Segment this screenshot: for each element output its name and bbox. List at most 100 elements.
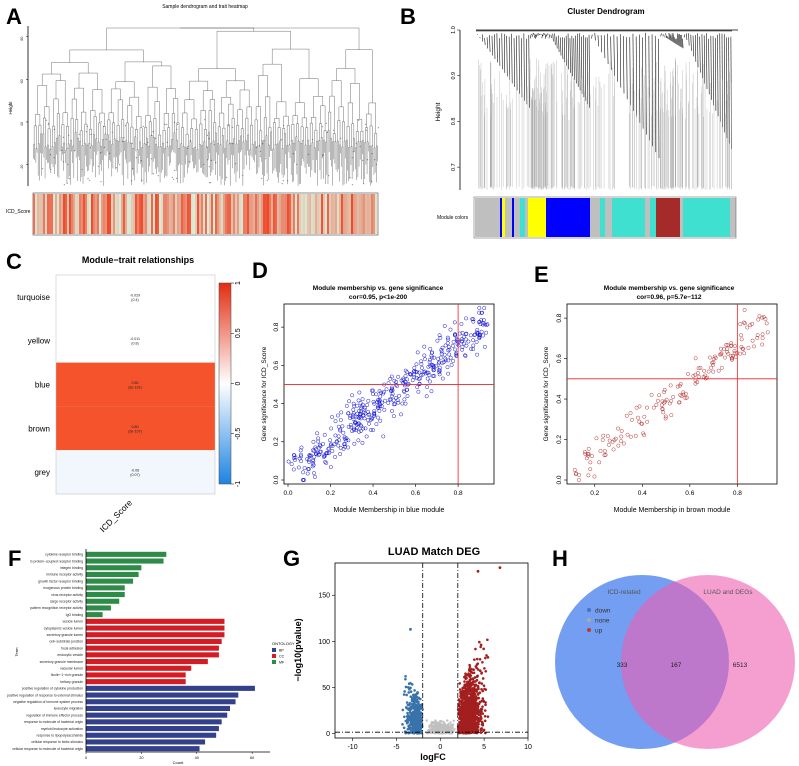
panel-a-heat-cell xyxy=(173,194,176,234)
panel-f-bar xyxy=(86,558,164,564)
panel-a-heat-cell xyxy=(43,194,46,234)
panel-a-heat-cell xyxy=(117,194,120,234)
panel-g-point-up xyxy=(476,668,480,671)
panel-g-point-up xyxy=(462,721,465,725)
panel-g-point-up xyxy=(465,694,469,697)
panel-f-legend-label: MF xyxy=(279,660,285,664)
panel-e-xtick-label: 0.6 xyxy=(685,490,694,497)
panel-a-heat-cell xyxy=(151,194,154,234)
panel-c-row-label: grey xyxy=(34,468,50,477)
panel-g-point-up xyxy=(474,699,478,702)
panel-g-point-down xyxy=(404,677,407,681)
panel-g-point-up xyxy=(473,713,477,717)
panel-d-point xyxy=(375,405,380,410)
panel-g-point-none xyxy=(447,729,450,733)
panel-a-branch xyxy=(166,88,176,114)
panel-a-branch xyxy=(178,148,180,166)
panel-a-branch xyxy=(296,123,299,142)
panel-d-point xyxy=(443,343,448,348)
panel-d-point xyxy=(366,398,371,403)
panel-e-point xyxy=(649,392,654,397)
panel-g-point-none xyxy=(447,722,450,726)
panel-a-leaf-mark: + xyxy=(151,133,153,137)
panel-a-leaf-mark: + xyxy=(352,155,354,159)
panel-d-point xyxy=(436,368,441,373)
panel-f-term-label: vacuolar lumen xyxy=(60,666,83,670)
panel-e-point xyxy=(745,325,750,330)
panel-c-cell-cor: -0.029 xyxy=(130,293,140,297)
panel-d-point xyxy=(338,452,343,456)
panel-e-point xyxy=(611,447,616,452)
panel-a-branch xyxy=(300,126,304,144)
panel-d-point xyxy=(431,374,435,378)
panel-a-leaf-mark: + xyxy=(81,167,83,171)
panel-a-heat-cell xyxy=(85,194,88,234)
panel-g-point-down xyxy=(406,717,409,721)
panel-a-leaf-mark: + xyxy=(119,163,121,167)
panel-g-point-up xyxy=(469,694,473,698)
panel-b-branch xyxy=(672,33,674,43)
panel-e-point xyxy=(601,433,606,438)
panel-f-bar xyxy=(86,746,200,752)
panel-a-heat-cell xyxy=(49,194,52,234)
panel-d-point xyxy=(324,451,329,455)
panel-e-point xyxy=(677,383,682,388)
panel-d-point xyxy=(377,408,382,413)
panel-g-point-up xyxy=(483,714,487,718)
panel-a-branch xyxy=(65,149,68,184)
panel-b-branch xyxy=(567,33,569,70)
panel-e: E Module membership vs. gene significanc… xyxy=(534,262,778,514)
panel-a-heat-cell xyxy=(215,194,218,234)
panel-b-branch xyxy=(533,32,535,35)
panel-a-branch xyxy=(272,148,275,174)
panel-a-branch xyxy=(353,138,355,172)
panel-g-point-up xyxy=(483,709,487,712)
panel-d-point xyxy=(420,366,424,370)
panel-f-term-label: immune receptor activity xyxy=(46,573,83,577)
panel-c-heatmap-border xyxy=(55,274,216,495)
panel-g-point-down xyxy=(405,701,409,704)
panel-f-bar xyxy=(86,719,222,725)
panel-b-branch xyxy=(556,36,558,49)
panel-a-branch xyxy=(38,143,40,181)
panel-g-point-down xyxy=(415,699,418,702)
panel-g-point-down xyxy=(407,691,411,694)
panel-a-branch xyxy=(90,110,96,130)
panel-a-branch xyxy=(208,110,212,144)
panel-g-point-up xyxy=(482,647,485,651)
panel-d-point xyxy=(360,397,365,402)
panel-a-branch xyxy=(148,145,150,172)
panel-e-point xyxy=(586,453,590,458)
panel-d-point xyxy=(431,368,436,372)
panel-g-point-none xyxy=(434,719,437,722)
panel-a-branch xyxy=(55,80,66,113)
panel-h-set-circle-right xyxy=(621,575,795,749)
panel-a-leaf-mark: + xyxy=(53,127,55,131)
panel-e-point xyxy=(600,438,605,442)
panel-a-branch xyxy=(184,99,195,119)
panel-d-point xyxy=(366,412,371,417)
panel-d-point xyxy=(311,457,316,462)
panel-g-ytick-label: 150 xyxy=(318,593,330,600)
panel-g-point-up xyxy=(476,696,480,700)
panel-d-point xyxy=(386,401,391,405)
panel-a-leaf-mark: + xyxy=(103,124,105,128)
panel-e-point xyxy=(630,417,634,422)
panel-h-legend-dot xyxy=(587,618,591,622)
panel-a-branch xyxy=(357,141,360,178)
panel-e-point xyxy=(739,333,744,338)
panel-d-point xyxy=(318,449,322,454)
panel-g-point-down xyxy=(409,690,413,693)
panel-d-point xyxy=(336,443,341,448)
panel-b-branch xyxy=(518,35,520,94)
panel-a-heat-cell xyxy=(269,194,272,234)
panel-a-branch xyxy=(258,146,261,168)
panel-e-point xyxy=(669,413,674,418)
panel-a-branch xyxy=(240,135,242,153)
panel-g-point-up xyxy=(480,682,484,685)
panel-d-point xyxy=(357,415,362,420)
panel-d-point xyxy=(317,443,322,448)
panel-d-point xyxy=(305,471,310,476)
panel-e-point xyxy=(594,436,599,441)
panel-g-point-up xyxy=(476,662,480,665)
